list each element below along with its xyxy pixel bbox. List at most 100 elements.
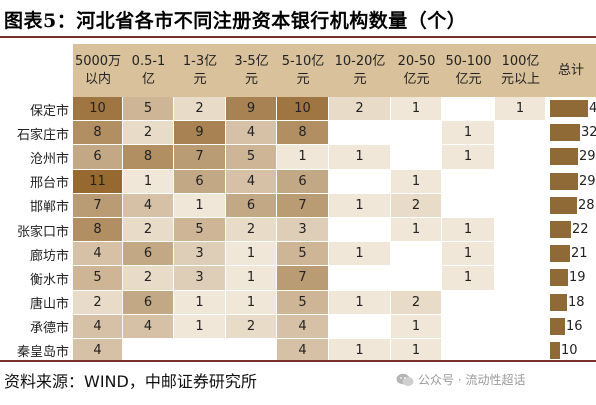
total-cell: 10 — [546, 339, 596, 363]
column-header-line: 元 — [296, 71, 310, 87]
value-cell: 1 — [442, 121, 495, 146]
value-cell: 6 — [123, 242, 174, 267]
column-header-line: 亿 — [141, 71, 155, 87]
total-cell: 29 — [546, 145, 596, 169]
value-cell: 4 — [73, 338, 123, 364]
total-bar — [550, 100, 588, 117]
value-cell: 2 — [73, 290, 123, 315]
column-header-line: 以内 — [84, 71, 111, 87]
column-header: 0.5-1 亿 — [123, 44, 174, 97]
total-cell: 32 — [546, 121, 596, 145]
value-cell: 5 — [277, 290, 329, 315]
column-header: 100亿 元以上 — [495, 44, 546, 97]
value-cell — [495, 193, 546, 218]
value-cell: 2 — [226, 217, 277, 243]
value-cell: 6 — [123, 290, 174, 315]
total-bar — [550, 245, 570, 263]
value-cell — [495, 242, 546, 267]
value-cell: 11 — [73, 169, 123, 194]
value-cell: 5 — [73, 266, 123, 291]
value-cell: 2 — [391, 290, 442, 315]
value-cell: 6 — [277, 169, 329, 194]
total-bar — [550, 269, 568, 287]
bank-count-table: 5000万 以内 0.5-1 亿 1-3亿元 3-5亿元 5-10亿元 10-20亿元 20-5… — [0, 44, 596, 364]
value-cell — [495, 145, 546, 170]
value-cell: 5 — [226, 145, 277, 170]
value-cell: 1 — [123, 169, 174, 194]
column-header: 5-10亿元 — [277, 44, 329, 97]
column-header-line: 1-3亿 — [182, 53, 218, 69]
total-cell: 21 — [546, 242, 596, 266]
value-cell — [442, 290, 495, 315]
value-cell — [123, 338, 174, 364]
value-cell: 2 — [174, 97, 226, 122]
city-label: 邢台市 — [0, 169, 73, 194]
column-header-line: 3-5亿 — [234, 53, 269, 69]
column-header-line: 元 — [353, 71, 367, 87]
total-value: 19 — [569, 270, 586, 286]
total-bar — [550, 148, 578, 166]
value-cell — [329, 217, 391, 243]
value-cell: 1 — [391, 338, 442, 364]
table-row: 石家庄市 8 2 9 4 8 1 32 — [0, 121, 596, 146]
value-cell: 4 — [73, 314, 123, 339]
value-cell: 2 — [123, 121, 174, 146]
value-cell — [391, 242, 442, 267]
value-cell: 1 — [391, 97, 442, 122]
top-rule — [0, 36, 596, 38]
table-row: 秦皇岛市 4 4 1 1 10 — [0, 338, 596, 364]
total-value: 29 — [579, 149, 596, 165]
value-cell: 8 — [73, 217, 123, 243]
value-cell: 9 — [174, 121, 226, 146]
table-row: 张家口市 8 2 5 2 3 1 1 22 — [0, 217, 596, 243]
column-header: 50-100 亿元 — [442, 44, 495, 97]
value-cell — [442, 193, 495, 218]
value-cell: 1 — [329, 145, 391, 170]
total-bar — [550, 341, 560, 359]
total-bar — [550, 293, 567, 311]
city-label: 衡水市 — [0, 266, 73, 291]
value-cell — [442, 338, 495, 364]
value-cell: 1 — [391, 314, 442, 339]
total-value: 10 — [561, 342, 578, 358]
value-cell — [495, 290, 546, 315]
value-cell — [174, 338, 226, 364]
value-cell: 4 — [123, 314, 174, 339]
table-row: 承德市 4 4 1 2 4 1 16 — [0, 314, 596, 339]
total-value: 28 — [578, 197, 595, 213]
value-cell: 1 — [174, 314, 226, 339]
value-cell: 5 — [277, 242, 329, 267]
city-label: 承德市 — [0, 314, 73, 339]
value-cell: 10 — [73, 97, 123, 122]
value-cell: 7 — [277, 266, 329, 291]
total-value: 29 — [579, 173, 596, 189]
watermark: 公众号 · 流动性超话 — [396, 371, 525, 388]
value-cell: 1 — [329, 242, 391, 267]
column-header: 1-3亿元 — [174, 44, 226, 97]
value-cell: 8 — [73, 121, 123, 146]
value-cell: 8 — [277, 121, 329, 146]
value-cell: 1 — [442, 242, 495, 267]
city-label: 保定市 — [0, 97, 73, 122]
value-cell — [329, 169, 391, 194]
value-cell: 1 — [277, 145, 329, 170]
value-cell — [329, 266, 391, 291]
value-cell — [495, 121, 546, 146]
total-value: 16 — [566, 318, 583, 334]
wechat-icon — [396, 373, 414, 387]
total-bar — [550, 172, 578, 190]
value-cell: 3 — [174, 266, 226, 291]
value-cell: 6 — [226, 193, 277, 218]
value-cell: 1 — [329, 193, 391, 218]
value-cell: 5 — [123, 97, 174, 122]
table-row: 衡水市 5 2 3 1 7 1 19 — [0, 266, 596, 291]
column-header-line: 元 — [244, 71, 258, 87]
value-cell — [329, 121, 391, 146]
column-header: 20-50 亿元 — [391, 44, 442, 97]
value-cell — [442, 97, 495, 122]
value-cell: 7 — [277, 193, 329, 218]
column-header-line: 元以上 — [500, 71, 540, 87]
column-header-line: 5000万 — [74, 53, 122, 69]
source-note: 资料来源：WIND，中邮证券研究所 — [4, 372, 257, 391]
total-bar — [550, 220, 571, 238]
